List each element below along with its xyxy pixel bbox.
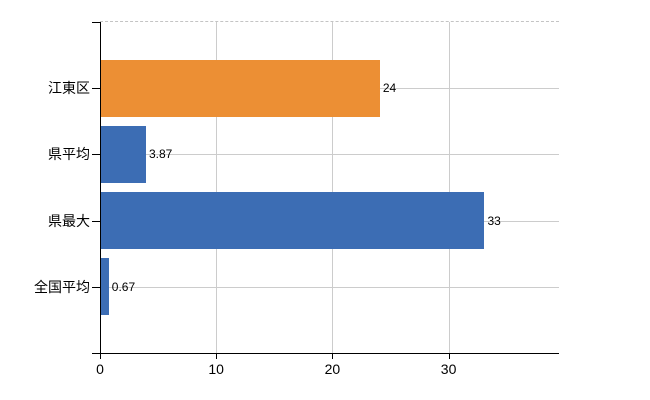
bar-value-label: 3.87 bbox=[148, 147, 173, 162]
category-gridline bbox=[100, 154, 559, 156]
x-tick-label: 10 bbox=[208, 361, 224, 377]
category-label: 県平均 bbox=[48, 146, 90, 163]
bar bbox=[101, 192, 485, 250]
x-gridline bbox=[216, 22, 218, 353]
x-tick-label: 20 bbox=[324, 361, 341, 377]
y-axis-line bbox=[100, 22, 101, 354]
x-axis-tick bbox=[100, 353, 101, 359]
x-axis-line bbox=[92, 353, 559, 354]
x-axis-tick bbox=[448, 353, 450, 359]
x-tick-label: 30 bbox=[440, 361, 457, 377]
y-axis-tick bbox=[92, 88, 100, 90]
y-axis-tick bbox=[92, 22, 100, 23]
y-axis-tick bbox=[92, 286, 100, 288]
x-axis-tick bbox=[216, 353, 218, 359]
x-gridline bbox=[448, 22, 450, 353]
x-gridline bbox=[332, 22, 334, 353]
category-label: 全国平均 bbox=[34, 278, 90, 295]
bar bbox=[101, 258, 109, 316]
x-tick-label: 0 bbox=[96, 361, 104, 377]
bar bbox=[101, 125, 146, 183]
bar-value-label: 33 bbox=[487, 213, 501, 228]
x-axis-tick bbox=[332, 353, 334, 359]
category-label: 江東区 bbox=[48, 80, 90, 97]
y-axis-tick bbox=[92, 154, 100, 156]
bar-value-label: 24 bbox=[382, 81, 397, 96]
plot-top-border bbox=[100, 21, 559, 22]
bar-value-label: 0.67 bbox=[111, 279, 136, 294]
category-label: 県最大 bbox=[48, 212, 90, 229]
bar bbox=[101, 59, 380, 117]
category-gridline bbox=[100, 286, 559, 288]
y-axis-tick bbox=[92, 220, 100, 222]
